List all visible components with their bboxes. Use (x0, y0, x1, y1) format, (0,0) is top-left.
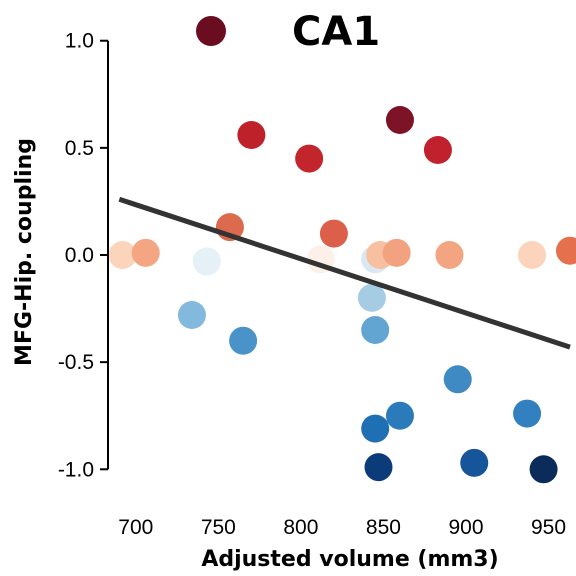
data-point (364, 453, 393, 482)
x-tick-label: 750 (201, 516, 236, 539)
x-axis-ticks: 700 750 800 850 900 950 (118, 516, 566, 539)
chart-title: CA1 (292, 9, 380, 55)
x-tick-label: 800 (283, 516, 318, 539)
data-point (131, 238, 160, 267)
x-tick-label: 700 (118, 516, 153, 539)
data-point (192, 247, 221, 276)
data-point (385, 401, 414, 430)
data-point (295, 144, 324, 173)
data-point (435, 241, 464, 269)
data-point (556, 236, 576, 265)
data-point (460, 448, 489, 477)
y-axis-label: MFG-Hip. coupling (12, 138, 37, 366)
data-point (361, 414, 390, 443)
data-point (423, 136, 452, 164)
data-point (319, 219, 348, 248)
data-point (529, 455, 558, 484)
x-tick-label: 900 (448, 516, 483, 539)
y-tick-label: 0.5 (65, 137, 94, 160)
y-tick-label: -1.0 (58, 458, 94, 481)
data-point (518, 241, 547, 269)
data-point (385, 106, 414, 134)
chart-marks (108, 106, 576, 484)
y-tick-label: 0.0 (65, 244, 94, 267)
regression-layer (118, 196, 571, 350)
data-point (513, 399, 542, 428)
data-point (382, 238, 411, 267)
data-point (108, 241, 137, 269)
x-axis-label: Adjusted volume (mm3) (201, 547, 498, 572)
data-point (443, 365, 472, 394)
y-axis-ticks: 1.0 0.5 0.0 -0.5 -1.0 (58, 30, 108, 481)
data-point (357, 283, 386, 312)
y-tick-label: -0.5 (58, 351, 94, 374)
data-point (361, 316, 390, 344)
legend-marker (196, 16, 226, 46)
x-tick-label: 950 (531, 516, 566, 539)
data-point (177, 301, 206, 329)
y-tick-label: 1.0 (65, 30, 94, 53)
data-point (229, 326, 258, 355)
data-point (237, 121, 266, 149)
x-tick-label: 850 (366, 516, 401, 539)
regression-line (118, 196, 571, 350)
